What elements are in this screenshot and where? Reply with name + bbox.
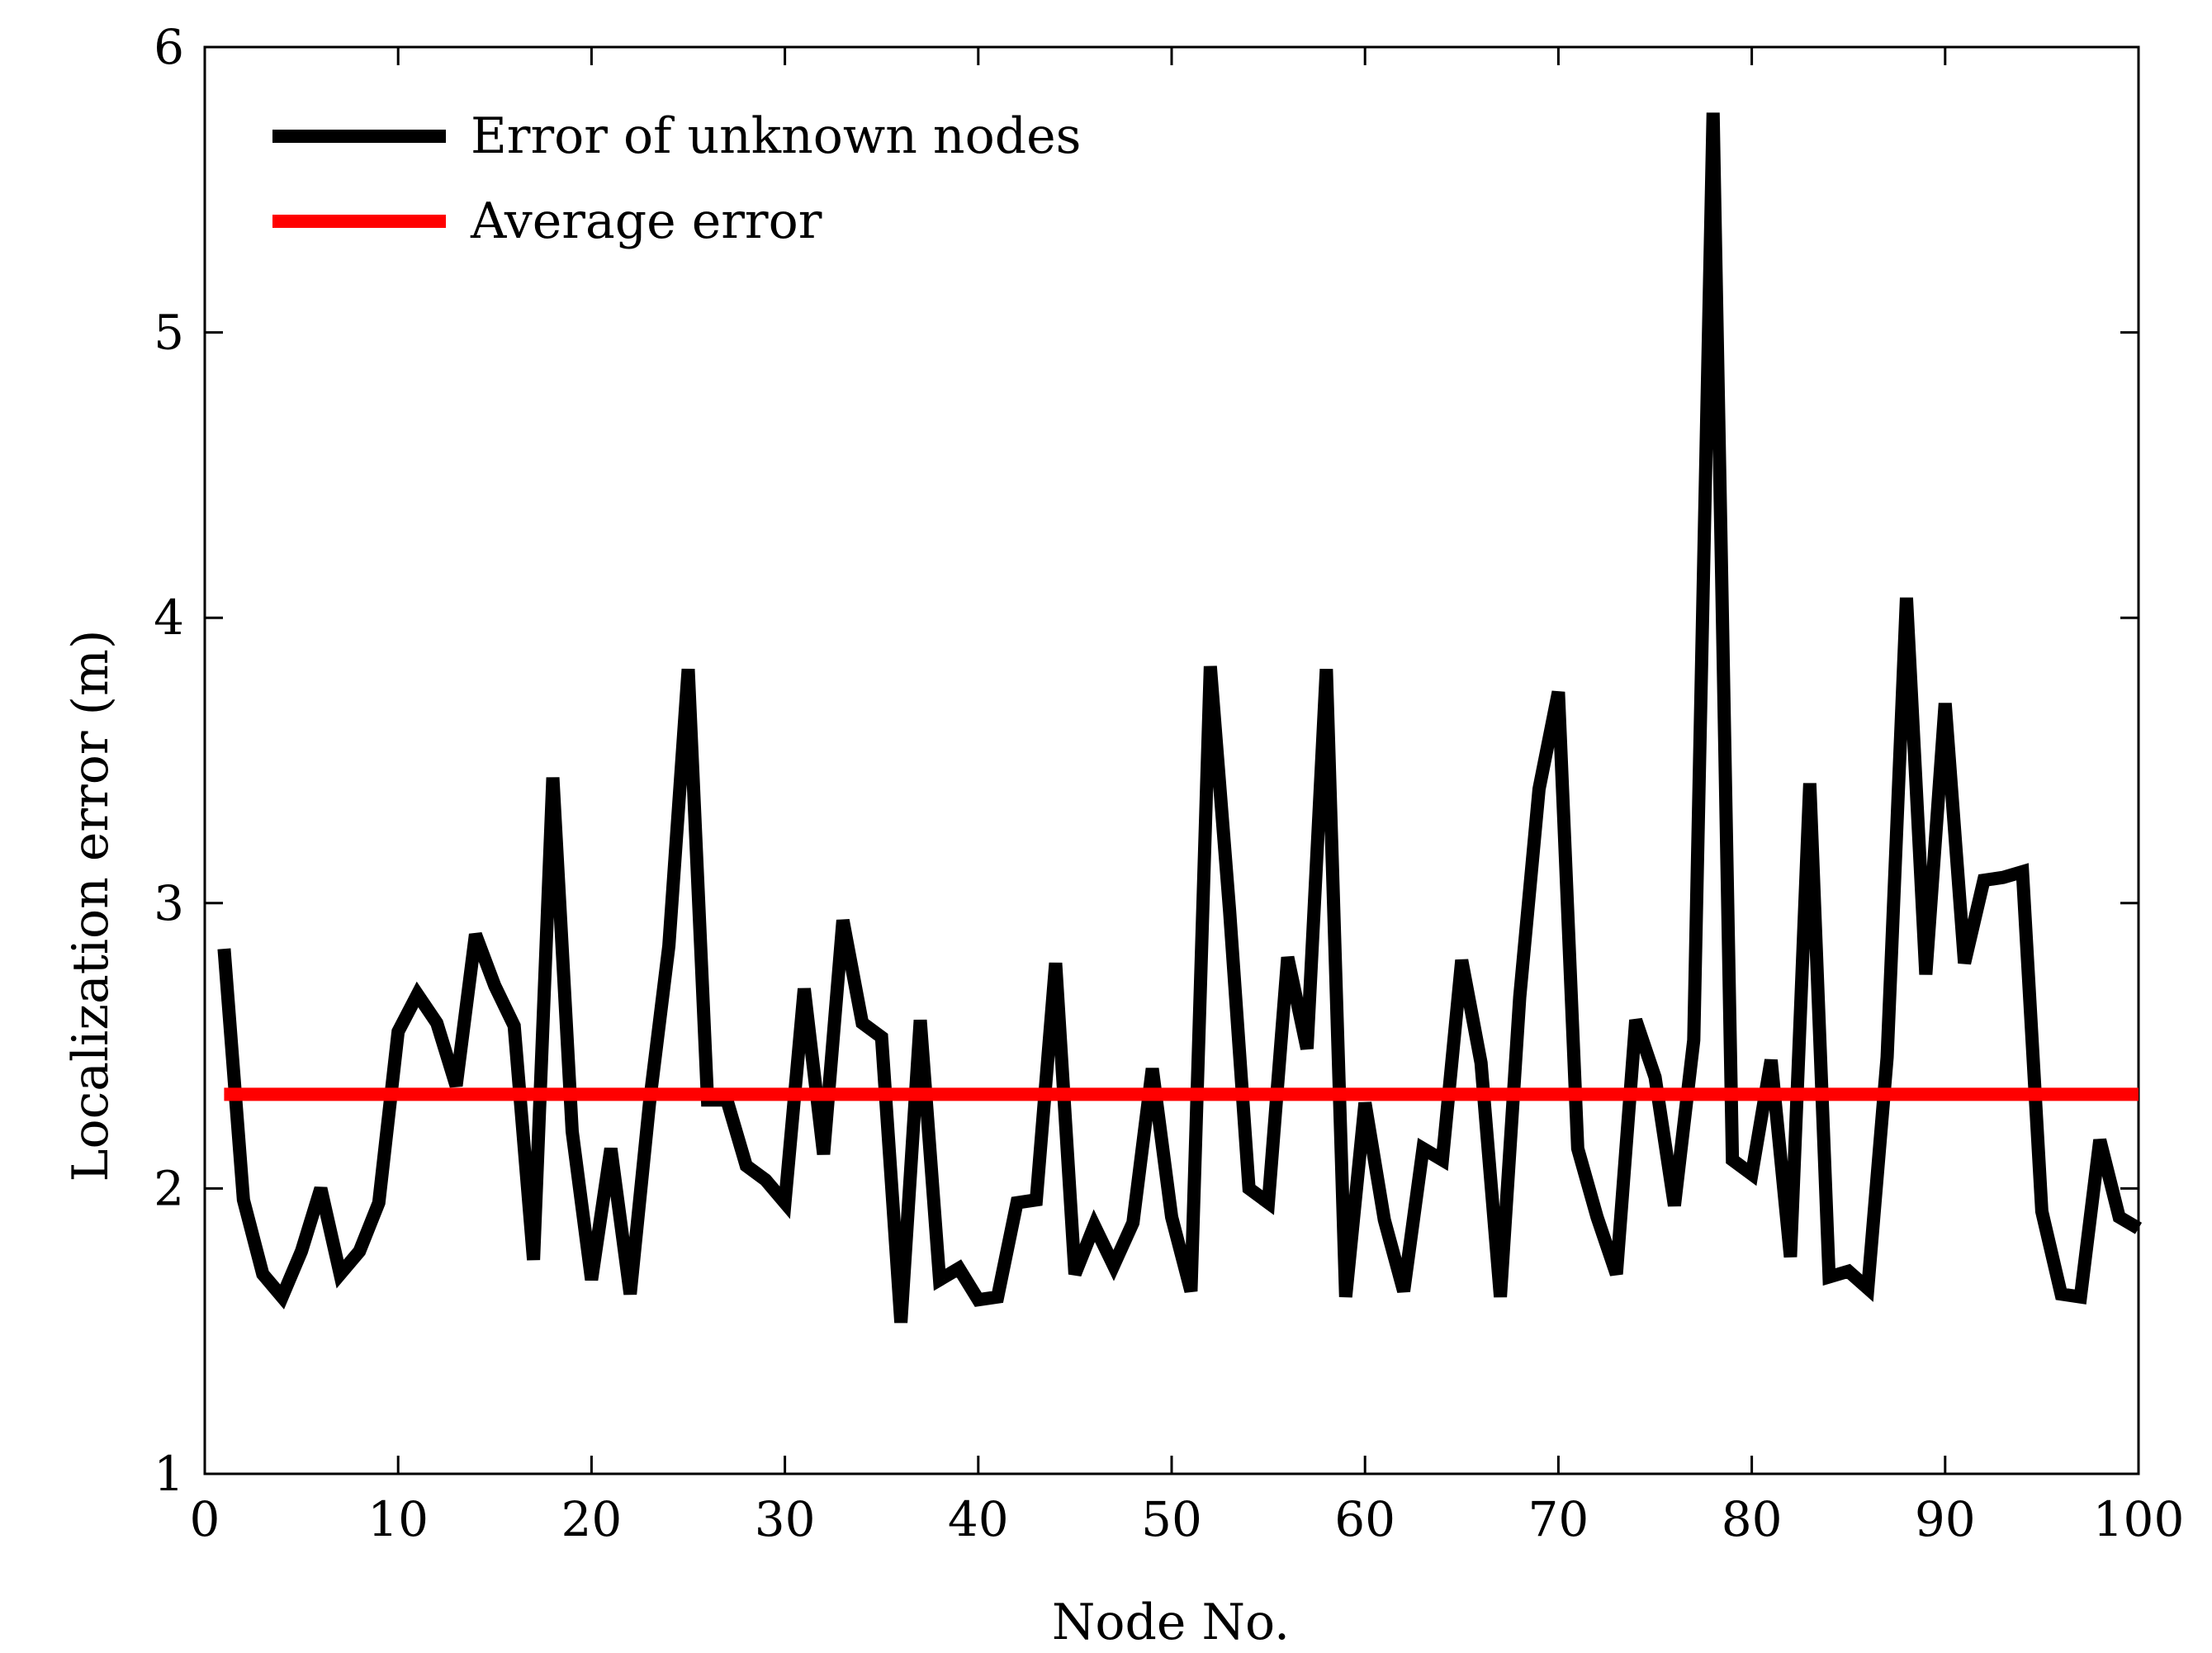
x-tick-label: 90 <box>1915 1491 1976 1547</box>
x-tick-label: 20 <box>561 1491 622 1547</box>
x-tick-label: 40 <box>948 1491 1009 1547</box>
x-tick-label: 60 <box>1334 1491 1395 1547</box>
x-tick-label: 30 <box>755 1491 816 1547</box>
y-tick-label: 6 <box>154 19 184 75</box>
y-tick-label: 3 <box>154 875 184 931</box>
plot-area: 0 10 20 30 40 50 60 70 80 90 100 1 2 3 4 5 6 <box>154 19 2184 1547</box>
axes-box <box>203 45 2140 1475</box>
y-axis-title: Localization error (m) <box>62 630 120 1182</box>
y-tick-label: 1 <box>154 1446 184 1502</box>
legend: Error of unknown nodes Average error <box>272 107 1081 250</box>
y-axis-ticks: 1 2 3 4 5 6 <box>154 19 2139 1502</box>
x-axis-ticks: 0 10 20 30 40 50 60 70 80 90 100 <box>190 47 2185 1547</box>
y-tick-label: 4 <box>154 590 184 646</box>
x-tick-label: 0 <box>190 1491 220 1547</box>
y-tick-label: 5 <box>154 305 184 361</box>
x-tick-label: 50 <box>1141 1491 1202 1547</box>
x-axis-title: Node No. <box>1052 1594 1290 1651</box>
legend-label-average-error: Average error <box>470 192 822 250</box>
x-tick-label: 70 <box>1528 1491 1589 1547</box>
series-line-error-of-unknown-nodes <box>217 112 2143 1324</box>
legend-label-error-of-unknown-nodes: Error of unknown nodes <box>471 107 1081 165</box>
x-tick-label: 80 <box>1722 1491 1783 1547</box>
x-tick-label: 10 <box>367 1491 429 1547</box>
x-tick-label: 100 <box>2093 1491 2185 1547</box>
series-layer <box>217 112 2143 1324</box>
y-tick-label: 2 <box>154 1160 184 1216</box>
